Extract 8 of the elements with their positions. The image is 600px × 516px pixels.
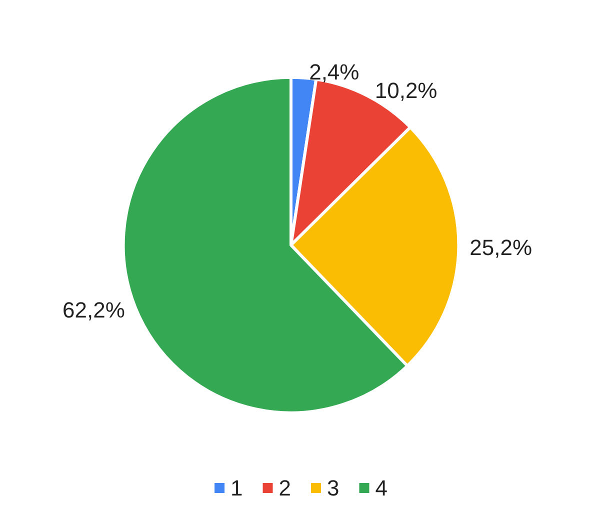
data-label: 2,4%	[309, 59, 360, 84]
data-label: 25,2%	[470, 234, 532, 260]
data-label: 62,2%	[62, 298, 125, 323]
legend-label: 1	[230, 476, 243, 500]
data-label: 10,2%	[374, 78, 438, 103]
legend-label: 2	[278, 476, 292, 500]
legend-label: 3	[327, 476, 340, 500]
legend-label: 4	[375, 476, 388, 500]
